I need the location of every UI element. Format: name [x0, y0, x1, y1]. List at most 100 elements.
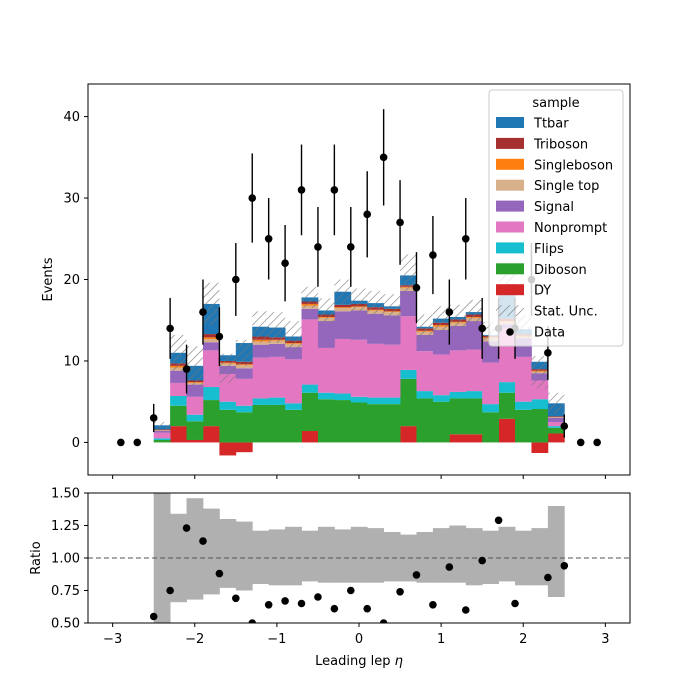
data-point [396, 218, 404, 227]
stat-unc-bin [416, 314, 433, 339]
bar-nonprompt [268, 356, 286, 398]
main-y-axis: 0 10 20 30 40 [63, 110, 88, 451]
y-tick-label: 0 [72, 436, 80, 451]
legend-box [488, 89, 624, 347]
bar-flips [449, 391, 467, 399]
legend: sample Ttbar Triboson Singleboson Single to… [488, 89, 624, 347]
bar-dy [170, 426, 187, 443]
x-label-text: Leading lep [315, 654, 394, 669]
bar-single-top [235, 365, 253, 369]
bar-diboson [153, 439, 171, 443]
series-nonprompt [153, 316, 565, 439]
bar-signal [153, 431, 171, 433]
bar-diboson [219, 409, 237, 443]
bar-signal [301, 308, 319, 320]
data-point [133, 438, 142, 447]
data-point [445, 308, 454, 316]
ratio-y-tick-label: 1.00 [51, 552, 80, 567]
bar-diboson [367, 404, 385, 443]
legend-label: Data [534, 326, 565, 341]
legend-entry: DY [496, 284, 551, 299]
data-point [429, 251, 437, 259]
legend-swatch [496, 221, 524, 233]
bar-nonprompt [252, 357, 270, 399]
main-panel: 0 10 20 30 40 Events [41, 83, 631, 479]
bar-diboson [268, 404, 286, 443]
ratio-point [363, 604, 372, 613]
bar-nonprompt [515, 356, 532, 402]
ratio-band-bin [449, 525, 467, 583]
legend-label: Single top [534, 179, 599, 194]
bar-signal [268, 343, 286, 357]
data-point [117, 438, 125, 447]
stat-unc-bin [170, 334, 187, 371]
stat-unc-bin [153, 422, 171, 429]
data-point [281, 259, 289, 268]
ratio-point [248, 619, 257, 623]
ratio-band-bin [252, 530, 270, 584]
ratio-point [445, 563, 454, 571]
bar-signal [202, 342, 220, 351]
ratio-point [232, 594, 240, 603]
bar-signal [350, 310, 368, 340]
ratio-x-tick-label: 2 [519, 632, 527, 647]
ratio-y-tick-label: 1.25 [51, 519, 80, 534]
bar-signal [383, 315, 401, 345]
ratio-points [149, 516, 569, 623]
ratio-band-bin [498, 526, 516, 582]
ratio-y-tick-label: 1.50 [51, 487, 80, 502]
legend-swatch [496, 117, 524, 128]
bar-dy [202, 426, 220, 443]
data-point [363, 210, 372, 219]
main-plot-area [117, 109, 601, 456]
ratio-band-bin [547, 506, 565, 597]
bar-diboson [202, 400, 220, 427]
ratio-band-bin [301, 530, 319, 582]
legend-swatch [496, 305, 524, 317]
legend-swatch [496, 284, 524, 296]
bar-single-top [153, 430, 171, 432]
data-point [461, 234, 470, 243]
ratio-point [166, 586, 174, 595]
legend-entry: Flips [496, 242, 564, 257]
bar-dy [531, 442, 549, 454]
ratio-x-tick-label: −2 [185, 632, 204, 647]
ratio-band-bin [285, 526, 302, 586]
ratio-point [511, 599, 519, 608]
ratio-point [199, 537, 207, 545]
bar-flips [383, 397, 401, 405]
data-point [248, 194, 257, 202]
bar-dy [235, 442, 253, 453]
bar-diboson [186, 421, 204, 440]
bar-flips [350, 396, 368, 403]
ratio-point [297, 599, 306, 608]
legend-entry: Data [506, 326, 565, 341]
ratio-point [346, 586, 355, 595]
bar-flips [170, 395, 187, 406]
bar-diboson [170, 405, 187, 427]
ratio-unc-band [153, 493, 565, 623]
bar-flips [547, 426, 565, 428]
legend-label: Flips [534, 242, 564, 257]
data-point [330, 186, 339, 194]
legend-label: Stat. Unc. [534, 305, 598, 320]
ratio-point [560, 562, 569, 570]
data-point [576, 438, 585, 447]
bar-flips [268, 397, 286, 405]
y-tick-label: 10 [63, 354, 80, 369]
ratio-band-bin [482, 530, 500, 584]
bar-signal [400, 290, 417, 317]
data-point [232, 275, 240, 284]
bar-nonprompt [449, 350, 467, 392]
bar-singleboson [334, 307, 352, 309]
bar-dy [465, 434, 483, 443]
ratio-band-bin [432, 528, 450, 583]
legend-label: Diboson [534, 263, 587, 278]
ratio-point [182, 524, 191, 532]
bar-signal [252, 344, 270, 358]
legend-entries: Ttbar Triboson Singleboson Single top Signal… [496, 117, 613, 341]
ratio-band-bin [219, 519, 237, 588]
bar-flips [252, 398, 270, 405]
legend-swatch [496, 200, 524, 212]
ratio-band-bin [465, 528, 483, 586]
